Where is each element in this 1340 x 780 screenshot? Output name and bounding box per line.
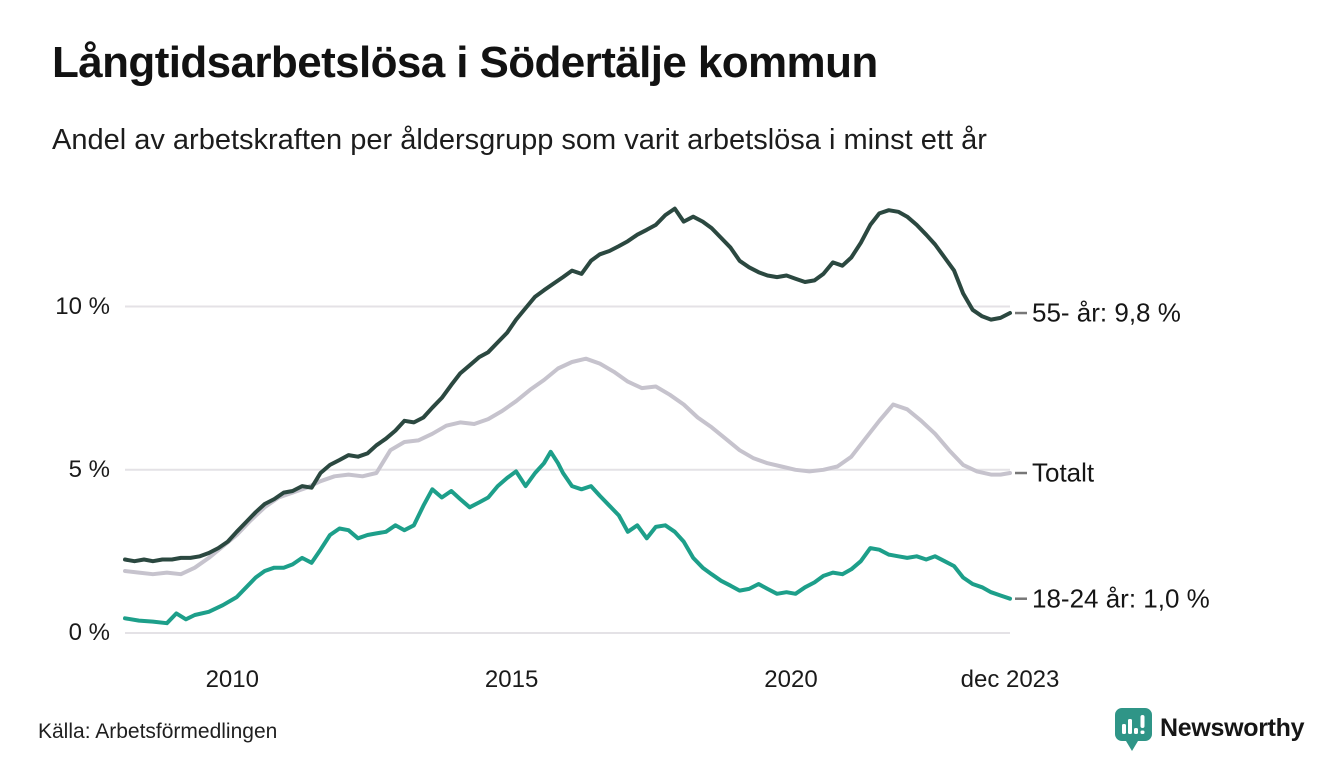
- newsworthy-bubble-chart-icon: [1115, 708, 1152, 751]
- source-note: Källa: Arbetsförmedlingen: [38, 720, 278, 743]
- series-label-totalt: Totalt: [1032, 457, 1095, 488]
- x-axis-tick-2010: 2010: [205, 666, 259, 693]
- series-line-Totalt: [123, 356, 1012, 577]
- series-label-55-ar: 55- år: 9,8 %: [1032, 297, 1181, 328]
- newsworthy-logo: Newsworthy: [1115, 708, 1305, 754]
- page-subtitle: Andel av arbetskraften per åldersgrupp s…: [52, 124, 987, 156]
- y-axis-tick-5: 5 %: [68, 455, 110, 483]
- series-line-18-24-r: [123, 449, 1012, 626]
- y-axis-tick-10: 10 %: [55, 292, 110, 320]
- newsworthy-wordmark: Newsworthy: [1160, 714, 1305, 742]
- x-axis-tick-dec-2023: dec 2023: [960, 666, 1060, 693]
- series-label-18-24-ar: 18-24 år: 1,0 %: [1032, 583, 1210, 614]
- x-axis-tick-2020: 2020: [764, 666, 818, 693]
- series-line-55-r: [123, 206, 1012, 564]
- y-axis-tick-0: 0 %: [68, 619, 110, 646]
- x-axis-tick-2015: 2015: [484, 666, 539, 693]
- page-title: Långtidsarbetslösa i Södertälje kommun: [52, 38, 878, 87]
